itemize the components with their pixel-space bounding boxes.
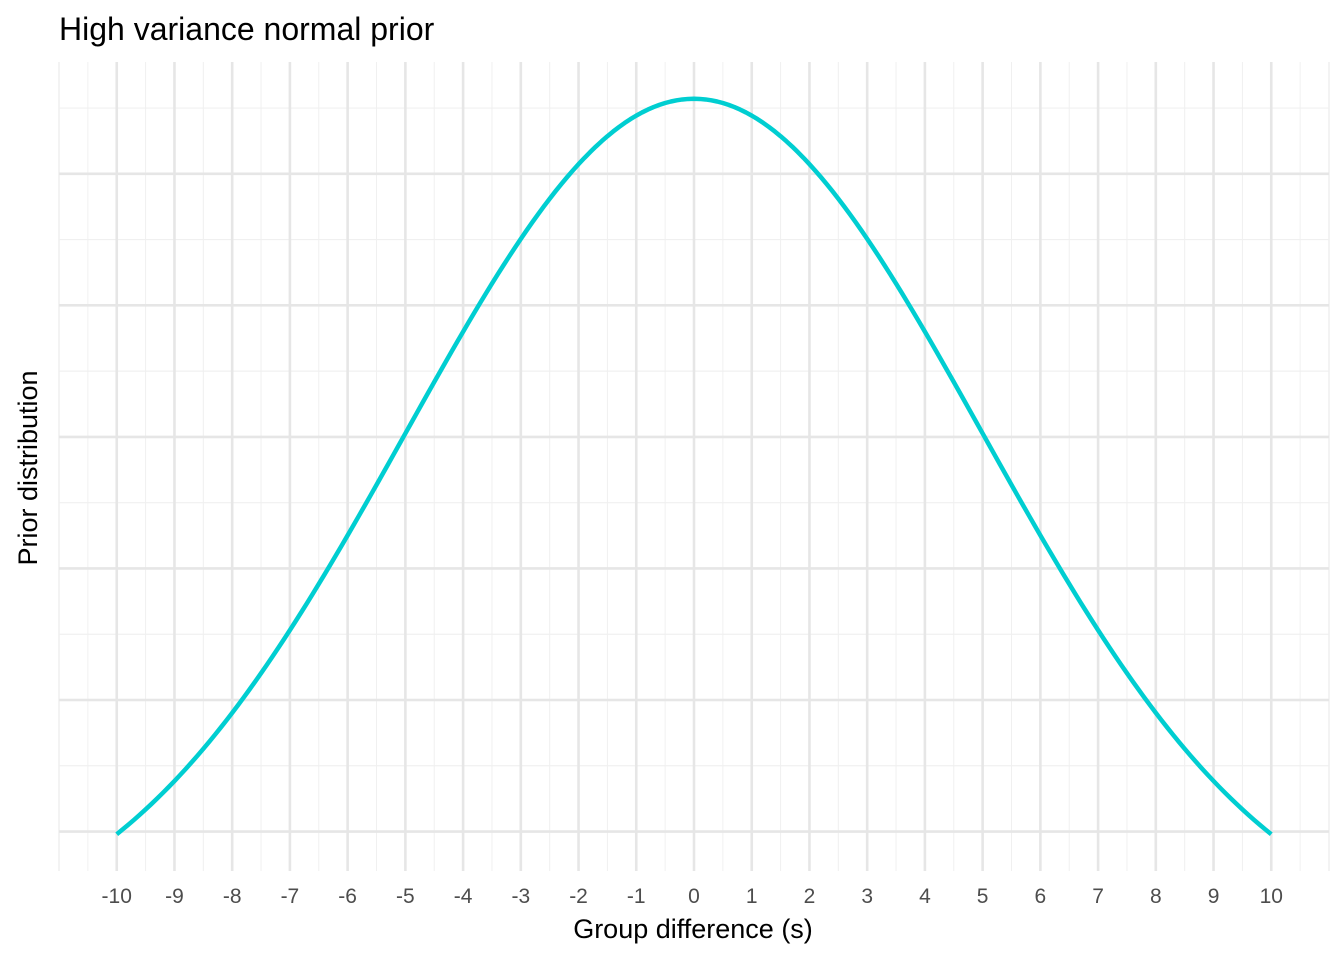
x-tick-label: 8 <box>1150 885 1162 908</box>
x-tick-label: -4 <box>454 885 473 908</box>
x-tick-label: -7 <box>281 885 300 908</box>
x-tick-label: 9 <box>1208 885 1220 908</box>
chart-title: High variance normal prior <box>59 11 435 47</box>
series-layer <box>115 96 1273 836</box>
x-tick-label: 4 <box>919 885 931 908</box>
x-tick-label: -10 <box>102 885 132 908</box>
x-tick-label: -5 <box>396 885 415 908</box>
x-axis: -10 -9 -8 -7 -6 -5 -4 -3 -2 -1 0 1 2 3 4 5 6 7 8 9 10 <box>102 885 1283 908</box>
x-tick-label: -2 <box>569 885 588 908</box>
x-tick-label: -9 <box>165 885 184 908</box>
grid-major-x <box>115 62 1273 871</box>
x-tick-label: 5 <box>977 885 989 908</box>
x-tick-label: 7 <box>1092 885 1104 908</box>
x-tick-label: -6 <box>338 885 357 908</box>
x-tick-label: 10 <box>1260 885 1283 908</box>
x-tick-label: 6 <box>1035 885 1047 908</box>
x-tick-label: 1 <box>746 885 758 908</box>
x-tick-label: 3 <box>861 885 873 908</box>
series-line <box>115 96 1273 836</box>
x-tick-label: -3 <box>511 885 530 908</box>
x-tick-label: 2 <box>804 885 816 908</box>
x-axis-title: Group difference (s) <box>573 914 813 944</box>
plot-panel <box>58 62 1330 871</box>
x-tick-label: 0 <box>688 885 700 908</box>
y-axis-title: Prior distribution <box>13 370 43 565</box>
x-tick-label: -1 <box>627 885 646 908</box>
x-tick-label: -8 <box>223 885 242 908</box>
